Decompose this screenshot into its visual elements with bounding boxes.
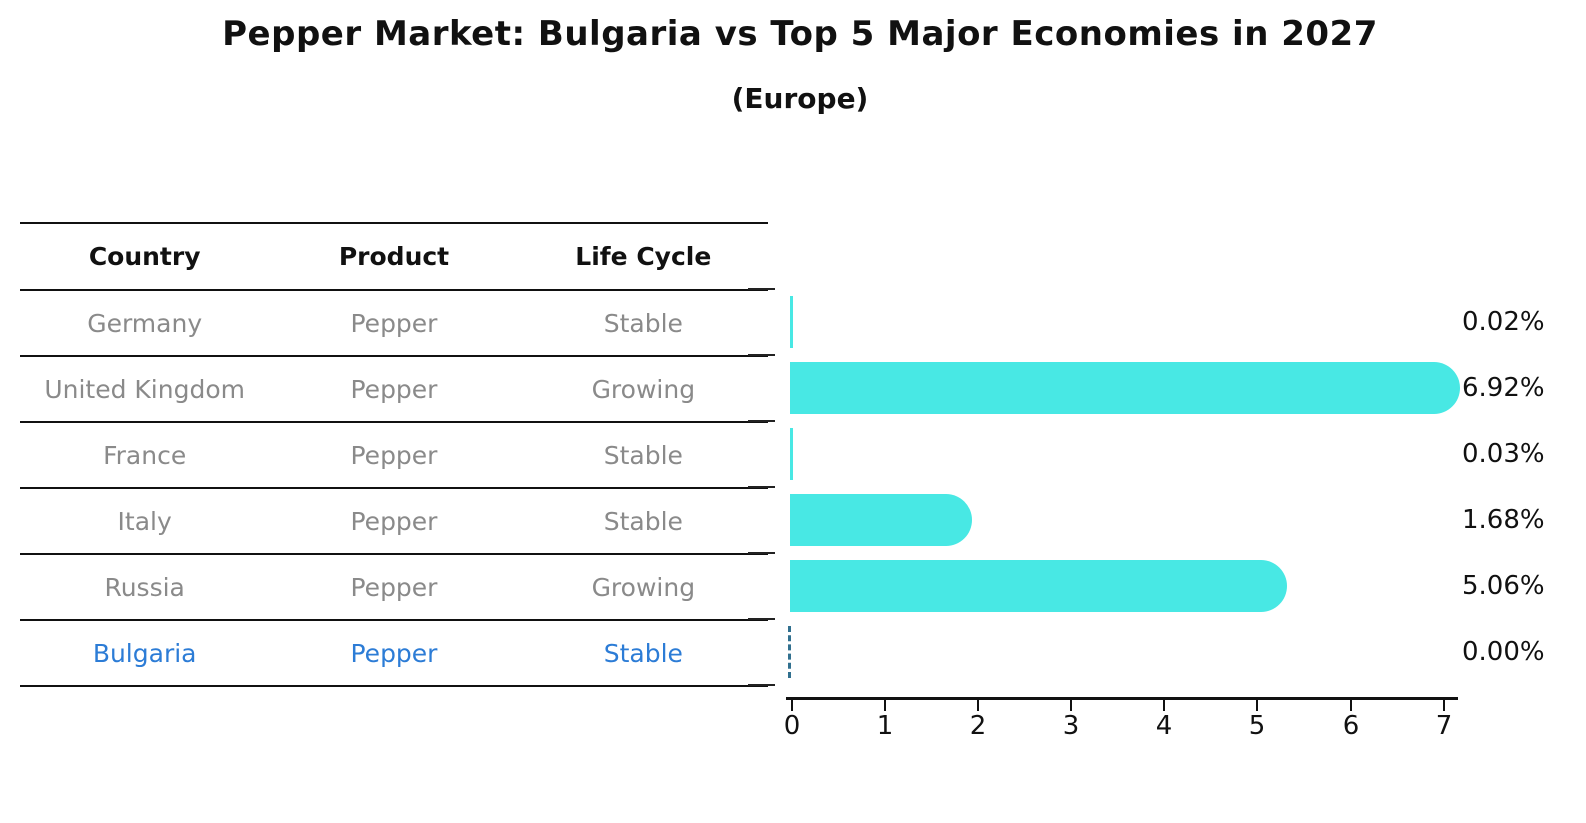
bar-germany: [790, 296, 793, 348]
cell-country: France: [103, 440, 187, 470]
table-row-united-kingdom: United Kingdom Pepper Growing: [20, 357, 768, 423]
x-axis-tick: [791, 700, 793, 711]
column-header-product: Product: [338, 242, 450, 271]
bar-bulgaria-zero: [788, 626, 791, 678]
bar-united-kingdom: [790, 362, 1460, 414]
x-axis-tick: [1256, 700, 1258, 711]
cell-product: Pepper: [350, 572, 438, 602]
y-axis-tick: [748, 354, 775, 356]
value-label-italy: 1.68%: [1462, 505, 1545, 535]
cell-product: Pepper: [350, 506, 438, 536]
cell-lifecycle: Growing: [591, 572, 696, 602]
table-row-bulgaria: Bulgaria Pepper Stable: [20, 621, 768, 687]
column-header-country: Country: [88, 242, 201, 271]
table-row-russia: Russia Pepper Growing: [20, 555, 768, 621]
table-header-row: Country Product Life Cycle: [20, 224, 768, 291]
x-tick-label-6: 6: [1342, 711, 1360, 741]
x-axis-tick: [1350, 700, 1352, 711]
x-axis-line: [786, 697, 1458, 700]
x-tick-label-7: 7: [1435, 711, 1453, 741]
x-tick-label-3: 3: [1062, 711, 1080, 741]
cell-product: Pepper: [350, 308, 438, 338]
y-axis-tick: [748, 288, 775, 290]
chart-title: Pepper Market: Bulgaria vs Top 5 Major E…: [222, 14, 1378, 54]
table-row-france: France Pepper Stable: [20, 423, 768, 489]
y-axis-tick: [748, 552, 775, 554]
cell-lifecycle: Stable: [603, 506, 683, 536]
bar-russia: [790, 560, 1287, 612]
value-label-bulgaria: 0.00%: [1462, 637, 1545, 667]
x-tick-label-1: 1: [876, 711, 894, 741]
cell-country: United Kingdom: [44, 374, 245, 404]
value-label-germany: 0.02%: [1462, 307, 1545, 337]
table-row-germany: Germany Pepper Stable: [20, 291, 768, 357]
table-row-italy: Italy Pepper Stable: [20, 489, 768, 555]
bar-france: [790, 428, 793, 480]
y-axis-tick: [748, 618, 775, 620]
x-tick-label-2: 2: [969, 711, 987, 741]
cell-lifecycle: Growing: [591, 374, 696, 404]
bar-italy: [790, 494, 972, 546]
y-axis-tick: [748, 420, 775, 422]
cell-lifecycle: Stable: [603, 638, 683, 668]
x-tick-label-0: 0: [783, 711, 801, 741]
cell-country: Germany: [87, 308, 203, 338]
value-label-russia: 5.06%: [1462, 571, 1545, 601]
cell-product: Pepper: [350, 374, 438, 404]
chart-subtitle: (Europe): [731, 82, 869, 115]
cell-lifecycle: Stable: [603, 308, 683, 338]
value-label-france: 0.03%: [1462, 439, 1545, 469]
cell-lifecycle: Stable: [603, 440, 683, 470]
country-table: Country Product Life Cycle Germany Peppe…: [20, 222, 768, 687]
x-tick-label-5: 5: [1248, 711, 1266, 741]
value-label-united-kingdom: 6.92%: [1462, 373, 1545, 403]
cell-country: Italy: [117, 506, 172, 536]
x-axis-tick: [884, 700, 886, 711]
x-axis-tick: [1443, 700, 1445, 711]
cell-country: Bulgaria: [92, 638, 197, 668]
y-axis-tick: [748, 486, 775, 488]
cell-product: Pepper: [350, 638, 438, 668]
y-axis-tick: [748, 684, 775, 686]
x-axis-tick: [1070, 700, 1072, 711]
cell-country: Russia: [104, 572, 185, 602]
x-axis-tick: [1163, 700, 1165, 711]
x-tick-label-4: 4: [1155, 711, 1173, 741]
cell-product: Pepper: [350, 440, 438, 470]
column-header-lifecycle: Life Cycle: [575, 242, 712, 271]
x-axis-tick: [977, 700, 979, 711]
